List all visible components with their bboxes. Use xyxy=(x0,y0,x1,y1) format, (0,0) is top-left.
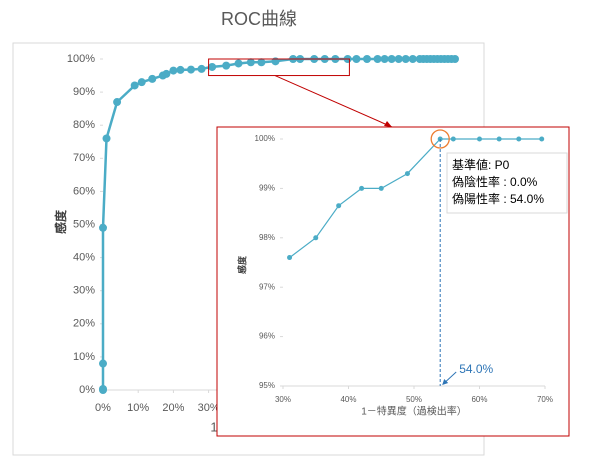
annotation-box xyxy=(446,152,568,214)
annotation-line: 基準値: P0 xyxy=(452,157,510,172)
y-tick-label: 99% xyxy=(259,184,275,193)
x-tick-label: 30% xyxy=(198,402,220,414)
roc-point xyxy=(208,62,217,71)
roc-point xyxy=(176,65,185,74)
x-axis-label: 1－特異度（過検出率） xyxy=(361,405,467,418)
roc-point xyxy=(359,185,365,191)
roc-point xyxy=(352,55,361,63)
roc-point xyxy=(148,74,157,83)
roc-point xyxy=(404,171,410,177)
inset-chart: 95% 96% 97% 98% 99% 100% 30% 40% 50% 60% 70% 1－特異度（… xyxy=(216,126,570,437)
roc-point xyxy=(130,81,139,90)
roc-point xyxy=(408,55,417,63)
roc-point xyxy=(113,98,122,107)
y-tick-label: 10% xyxy=(73,351,95,363)
roc-point xyxy=(539,136,545,142)
roc-point xyxy=(363,55,371,63)
roc-point xyxy=(387,55,396,63)
callout-arrow-head xyxy=(442,379,449,385)
roc-point xyxy=(378,185,384,191)
roc-point xyxy=(257,58,266,67)
x-tick-label: 50% xyxy=(406,395,422,404)
y-tick-label: 100% xyxy=(255,134,275,143)
y-tick-label: 80% xyxy=(73,119,95,131)
callout-label: 54.0% xyxy=(459,362,493,376)
x-tick-label: 20% xyxy=(162,402,184,414)
roc-point xyxy=(477,136,482,142)
y-tick-label: 96% xyxy=(259,332,275,341)
roc-point xyxy=(516,136,522,142)
roc-point xyxy=(287,255,293,261)
y-tick-label: 90% xyxy=(73,86,95,98)
highlight-ring xyxy=(430,129,450,149)
roc-point xyxy=(169,66,178,75)
y-tick-label: 97% xyxy=(259,282,275,291)
x-tick-label: 70% xyxy=(537,395,553,404)
roc-point xyxy=(394,55,403,63)
x-tick-label: 60% xyxy=(471,395,487,404)
x-tick-label: 0% xyxy=(95,402,111,414)
roc-point xyxy=(336,203,342,209)
y-tick-label: 40% xyxy=(73,252,95,264)
roc-point xyxy=(234,59,243,68)
roc-point xyxy=(99,223,107,232)
chart-title: ROC曲線 xyxy=(221,9,297,29)
roc-point xyxy=(373,55,382,63)
roc-point xyxy=(197,64,206,73)
roc-point xyxy=(187,65,195,74)
y-tick-label: 100% xyxy=(67,53,95,65)
y-tick-label: 95% xyxy=(259,381,275,390)
y-tick-label: 20% xyxy=(73,318,95,330)
y-axis-label: 感度 xyxy=(53,209,68,234)
roc-point xyxy=(246,58,255,67)
roc-point xyxy=(496,136,502,142)
zoom-arrow xyxy=(384,121,392,127)
roc-point xyxy=(380,55,389,63)
x-tick-label: 10% xyxy=(127,402,149,414)
roc-line xyxy=(289,138,542,259)
y-tick-label: 30% xyxy=(73,285,95,297)
roc-point xyxy=(313,235,319,241)
y-tick-label: 70% xyxy=(73,152,95,164)
y-tick-label: 60% xyxy=(73,185,95,197)
y-axis-label: 感度 xyxy=(236,255,247,274)
annotation-line: 偽陰性率 : 0.0% xyxy=(452,174,538,189)
x-tick-label: 30% xyxy=(275,395,291,404)
y-tick-label: 0% xyxy=(79,384,95,396)
roc-point xyxy=(137,78,146,87)
roc-point xyxy=(102,134,111,143)
x-tick-label: 40% xyxy=(340,395,356,404)
zoom-box xyxy=(208,58,350,77)
y-tick-label: 98% xyxy=(259,233,275,242)
roc-point xyxy=(99,385,107,394)
zoom-connector xyxy=(274,75,393,128)
roc-point xyxy=(451,55,459,63)
y-tick-label: 50% xyxy=(73,218,95,230)
roc-point xyxy=(222,61,231,70)
roc-point xyxy=(450,136,456,142)
annotation-line: 偽陽性率 : 54.0% xyxy=(452,191,544,206)
roc-point xyxy=(162,69,171,78)
roc-point xyxy=(99,359,107,368)
roc-point xyxy=(401,55,410,63)
